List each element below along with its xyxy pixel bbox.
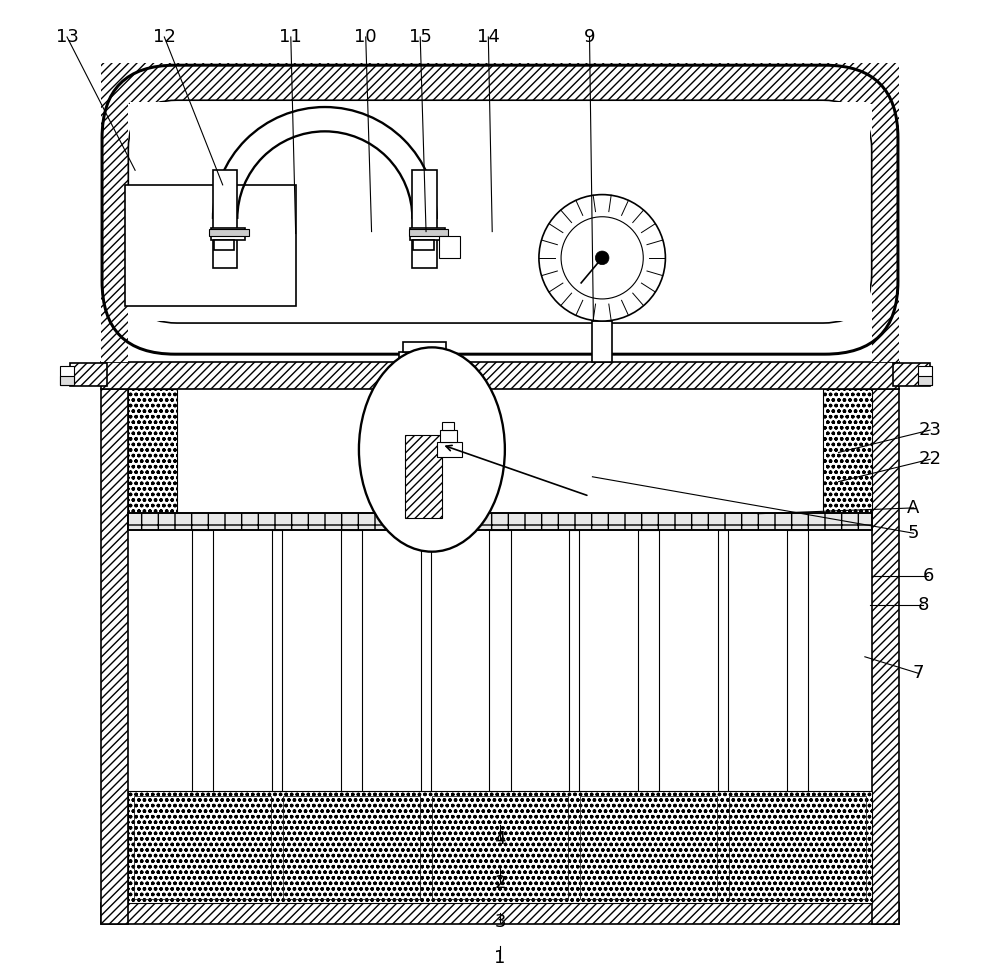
Bar — [128, 389, 177, 513]
Bar — [399, 352, 450, 367]
Bar — [918, 366, 932, 385]
Bar — [413, 240, 434, 250]
Text: A: A — [907, 499, 920, 517]
Text: 5: 5 — [908, 524, 919, 542]
Bar — [569, 530, 579, 791]
Circle shape — [539, 195, 665, 321]
Text: 10: 10 — [354, 28, 377, 46]
Bar — [101, 903, 899, 924]
Bar — [432, 797, 568, 899]
Bar — [412, 170, 437, 268]
Bar — [439, 236, 460, 258]
Bar — [101, 68, 128, 362]
Bar — [125, 185, 296, 306]
Bar — [70, 363, 107, 386]
Text: 6: 6 — [922, 567, 934, 585]
Bar — [410, 228, 445, 240]
Bar — [341, 530, 362, 791]
Bar — [101, 63, 899, 104]
Bar — [592, 321, 612, 362]
Bar — [128, 513, 872, 530]
Bar — [410, 362, 439, 513]
Bar — [893, 363, 930, 386]
Bar — [214, 240, 234, 250]
Text: 11: 11 — [279, 28, 302, 46]
Bar — [729, 797, 866, 899]
Bar — [403, 342, 446, 352]
Text: 8: 8 — [918, 596, 929, 614]
Bar — [128, 513, 872, 530]
Bar — [872, 389, 899, 924]
Circle shape — [595, 251, 609, 265]
Text: 15: 15 — [409, 28, 432, 46]
Bar — [283, 797, 420, 899]
Bar — [580, 797, 717, 899]
Bar — [421, 530, 431, 791]
Bar — [823, 389, 872, 513]
Text: 3: 3 — [494, 914, 506, 931]
Bar — [101, 362, 899, 389]
Bar — [60, 376, 74, 385]
Bar — [213, 170, 237, 268]
Bar — [134, 797, 271, 899]
Ellipse shape — [359, 347, 505, 552]
Bar — [409, 229, 448, 236]
Bar — [209, 229, 249, 236]
Circle shape — [561, 217, 643, 299]
Bar — [787, 530, 808, 791]
Bar — [918, 376, 932, 385]
Bar — [101, 389, 128, 924]
Bar — [489, 530, 511, 791]
Text: 22: 22 — [919, 450, 942, 468]
FancyBboxPatch shape — [128, 100, 872, 323]
Bar — [130, 102, 870, 321]
Bar — [437, 442, 462, 457]
Text: 12: 12 — [153, 28, 176, 46]
Bar — [272, 530, 282, 791]
Text: 9: 9 — [584, 28, 595, 46]
Bar — [192, 530, 213, 791]
Bar — [60, 366, 74, 385]
Bar — [638, 530, 659, 791]
Text: 7: 7 — [913, 665, 924, 682]
Text: 4: 4 — [494, 830, 506, 847]
Bar — [440, 430, 457, 442]
Text: 2: 2 — [494, 875, 506, 892]
Bar — [211, 228, 245, 240]
Text: 1: 1 — [494, 950, 506, 967]
Bar — [128, 791, 872, 903]
Bar — [442, 422, 454, 430]
Bar — [405, 435, 442, 518]
Text: 14: 14 — [477, 28, 500, 46]
Text: 23: 23 — [919, 421, 942, 439]
Text: 13: 13 — [56, 28, 78, 46]
Bar — [718, 530, 728, 791]
Bar — [872, 68, 899, 362]
